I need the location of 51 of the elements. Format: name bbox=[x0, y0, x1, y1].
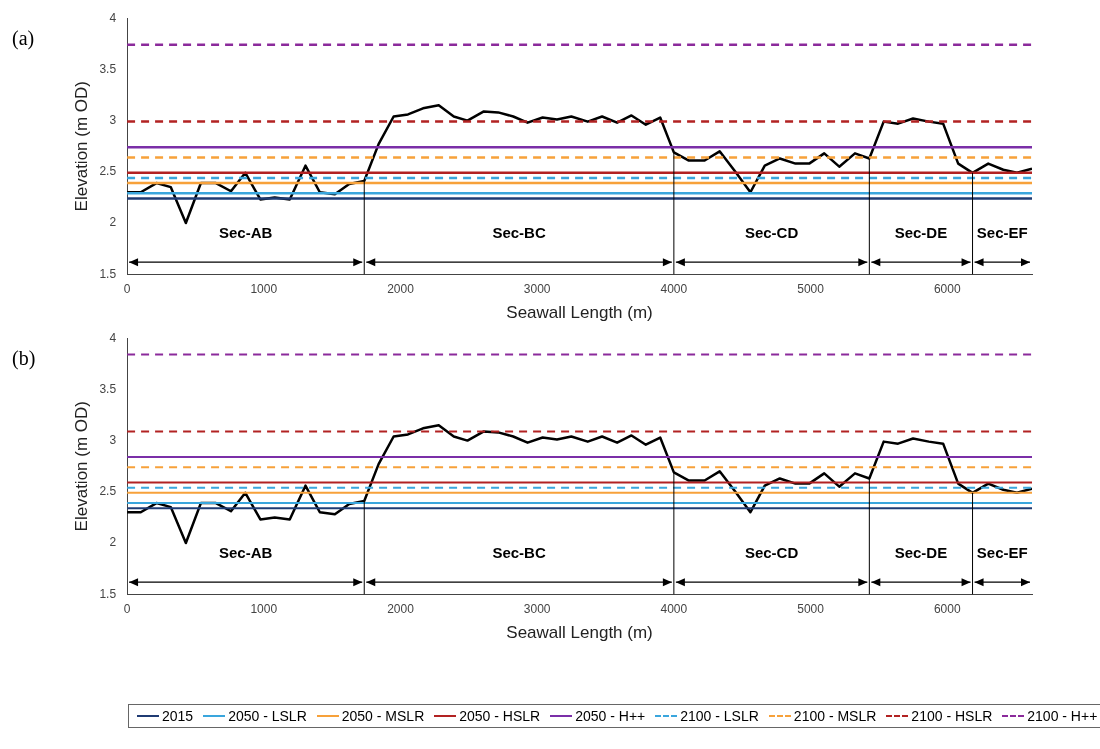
legend-label: 2050 - HSLR bbox=[459, 708, 541, 724]
y-tick-label: 1.5 bbox=[99, 266, 117, 281]
legend-label: 2050 - MSLR bbox=[341, 708, 425, 724]
x-tick-label: 0 bbox=[123, 281, 131, 296]
x-tick-label: 2000 bbox=[387, 281, 415, 296]
x-tick-label: 0 bbox=[123, 601, 131, 616]
annotation: Sec-BC bbox=[492, 224, 546, 242]
y-axis-title: Elevation (m OD) bbox=[71, 81, 91, 212]
legend-label: 2015 bbox=[162, 708, 194, 724]
y-tick-label: 4 bbox=[109, 330, 117, 345]
y-tick-label: 2.5 bbox=[99, 164, 117, 179]
y-tick-label: 2.5 bbox=[99, 484, 117, 499]
y-tick-label: 2 bbox=[109, 215, 117, 230]
y-tick-label: 2 bbox=[109, 535, 117, 550]
y-tick-label: 3 bbox=[109, 112, 117, 127]
annotation: Sec-AB bbox=[218, 544, 273, 562]
x-tick-label: 5000 bbox=[797, 281, 825, 296]
text: (b) bbox=[12, 347, 36, 371]
x-tick-label: 2000 bbox=[387, 601, 415, 616]
legend-label: 2050 - H++ bbox=[575, 708, 646, 724]
legend-label: 2050 - LSLR bbox=[228, 708, 307, 724]
legend-label: 2100 - HSLR bbox=[911, 708, 993, 724]
x-tick-label: 3000 bbox=[523, 601, 551, 616]
y-tick-label: 4 bbox=[109, 10, 117, 25]
y-tick-label: 3 bbox=[109, 432, 117, 447]
legend-label: 2100 - LSLR bbox=[680, 708, 759, 724]
y-tick-label: 3.5 bbox=[99, 61, 117, 76]
x-tick-label: 1000 bbox=[250, 601, 278, 616]
text: (a) bbox=[12, 27, 35, 51]
y-tick-label: 1.5 bbox=[99, 586, 117, 601]
y-axis-title: Elevation (m OD) bbox=[71, 401, 91, 532]
annotation: Sec-CD bbox=[744, 224, 799, 242]
annotation: Sec-BC bbox=[492, 544, 546, 562]
x-axis-title: Seawall Length (m) bbox=[506, 303, 653, 323]
annotation: Sec-DE bbox=[894, 224, 948, 242]
legend-label: 2100 - H++ bbox=[1027, 708, 1098, 724]
x-tick-label: 5000 bbox=[797, 601, 825, 616]
annotation: Sec-EF bbox=[976, 544, 1028, 562]
x-axis-title: Seawall Length (m) bbox=[506, 623, 653, 643]
x-tick-label: 4000 bbox=[660, 601, 688, 616]
legend-label: 2100 - MSLR bbox=[793, 708, 877, 724]
annotation: Sec-DE bbox=[894, 544, 948, 562]
annotation: Sec-CD bbox=[744, 544, 799, 562]
x-tick-label: 6000 bbox=[933, 601, 961, 616]
annotation: Sec-AB bbox=[218, 224, 273, 242]
x-tick-label: 4000 bbox=[660, 281, 688, 296]
x-tick-label: 6000 bbox=[933, 281, 961, 296]
x-tick-label: 1000 bbox=[250, 281, 278, 296]
x-tick-label: 3000 bbox=[523, 281, 551, 296]
annotation: Sec-EF bbox=[976, 224, 1028, 242]
y-tick-label: 3.5 bbox=[99, 381, 117, 396]
